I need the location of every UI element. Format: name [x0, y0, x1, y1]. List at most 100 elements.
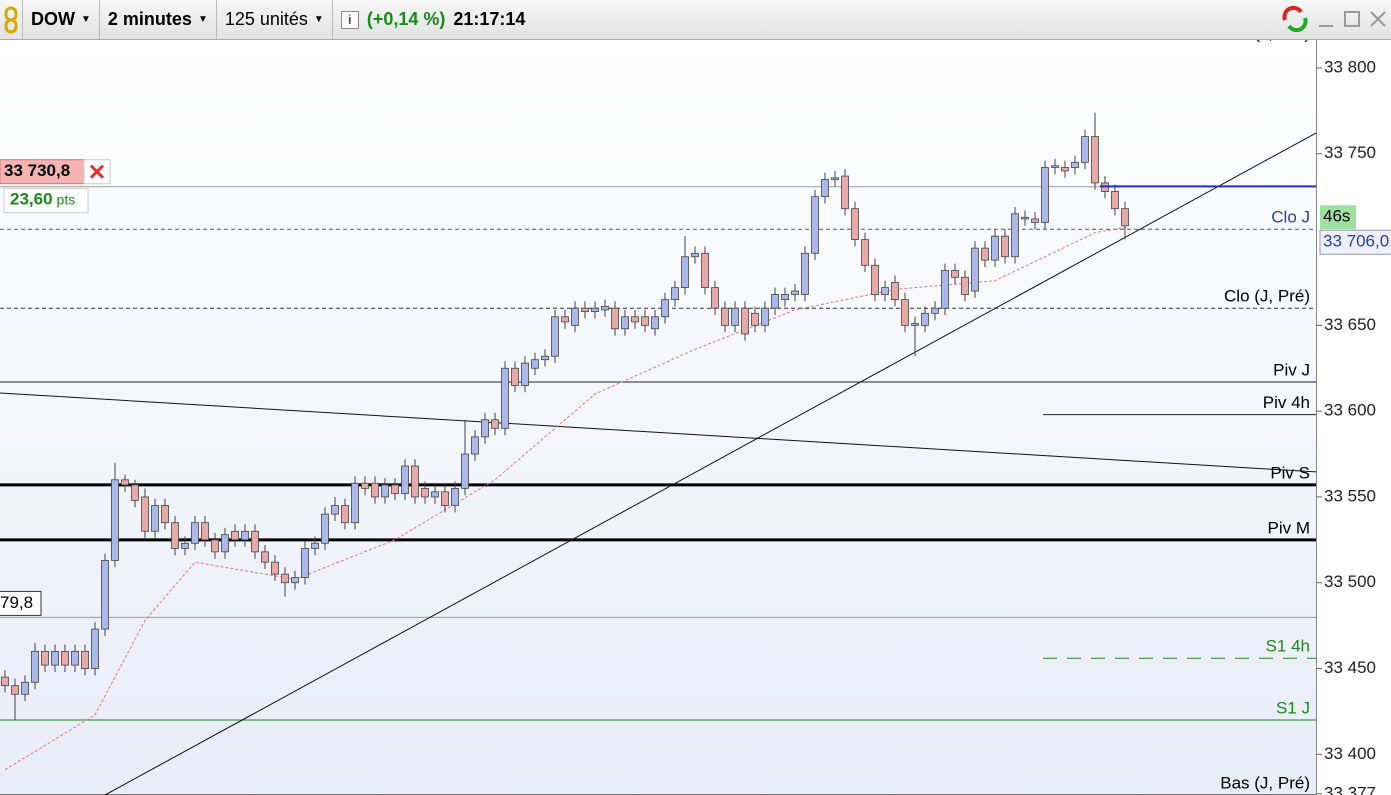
candle-body — [571, 307, 579, 326]
candle-body — [651, 316, 659, 330]
minimize[interactable] — [1317, 10, 1335, 28]
candle-body — [831, 177, 839, 180]
candle-body — [551, 316, 559, 357]
candle-body — [121, 479, 129, 486]
candle-body — [341, 505, 349, 524]
level-label: Clo J — [1271, 208, 1310, 227]
candle-body — [1091, 136, 1099, 184]
candle-body — [191, 522, 199, 544]
candle-body — [461, 453, 469, 489]
candle-body — [231, 530, 239, 541]
interval: 2 minutes — [107, 9, 192, 29]
candle-body — [1021, 216, 1029, 220]
candle-body — [421, 487, 429, 498]
plot — [0, 112, 1316, 795]
candle-body — [731, 307, 739, 326]
symbol: DOW — [31, 9, 75, 29]
candle-body — [261, 551, 269, 563]
level-label: S1 J — [1276, 698, 1310, 717]
pnl-unit: pts — [57, 191, 76, 207]
candle-body — [681, 256, 689, 289]
candle-body — [1041, 167, 1049, 223]
last-price: 33 706,0 — [1323, 232, 1389, 251]
symbol-select[interactable]: DOW ▼ — [23, 0, 100, 39]
candle-body — [271, 561, 279, 575]
y-tick-label: 33 377 — [1324, 783, 1376, 795]
candle-body — [51, 650, 59, 666]
candle-body — [171, 522, 179, 549]
candle-body — [221, 534, 229, 553]
trendline — [104, 132, 1316, 795]
candle-body — [471, 436, 479, 455]
level-label: S1 4h — [1266, 637, 1310, 656]
candle-body — [1, 676, 9, 687]
candle-body — [1111, 191, 1119, 210]
candle-body — [691, 252, 699, 258]
candle-body — [711, 287, 719, 309]
link-icon[interactable] — [0, 0, 23, 39]
order-box — [0, 590, 42, 616]
close[interactable] — [1369, 10, 1387, 28]
info: i (+0,14 %) 21:17:14 — [333, 0, 534, 39]
candle-body — [921, 312, 929, 326]
refresh-icon[interactable] — [1281, 6, 1309, 32]
candle-body — [211, 539, 219, 553]
dropdown-arrow: ▼ — [197, 14, 208, 25]
overlay: 33 800 33 750 33 650 33 600 33 550 33 500 33 4… — [0, 40, 1391, 795]
level-label: Piv J — [1273, 360, 1310, 379]
close-order — [89, 164, 105, 179]
units-select[interactable]: 125 unités ▼ — [217, 0, 333, 39]
candle-body — [131, 484, 139, 501]
candle-body — [1081, 136, 1089, 163]
candle-body — [851, 208, 859, 240]
candle-body — [181, 542, 189, 549]
candle-body — [741, 307, 749, 335]
y-tick-label: 33 800 — [1324, 57, 1376, 76]
candle-body — [21, 681, 29, 695]
level-label: Bas (J, Pré) — [1220, 773, 1310, 792]
candle-body — [431, 491, 439, 498]
change: (+0,14 %) — [366, 9, 446, 29]
info-icon[interactable]: i — [340, 10, 359, 29]
candle-body — [801, 252, 809, 295]
candle-body — [531, 359, 539, 369]
candle-body — [101, 560, 109, 630]
candle-body — [111, 479, 119, 561]
candle-body — [721, 307, 729, 326]
candle-body — [301, 548, 309, 578]
candle-body — [971, 247, 979, 292]
candle-body — [821, 179, 829, 198]
candle-body — [441, 491, 449, 506]
candle-body — [861, 239, 869, 266]
candle-body — [81, 650, 89, 669]
window-controls — [1281, 6, 1387, 32]
candle-body — [761, 307, 769, 326]
candle-body — [1011, 213, 1019, 258]
candle-body — [541, 355, 549, 361]
candle-body — [631, 316, 639, 323]
candle-body — [161, 505, 169, 524]
candle-body — [601, 306, 609, 311]
candle-body — [521, 362, 529, 386]
y-tick-label: 33 500 — [1324, 572, 1376, 591]
candle-body — [1071, 161, 1079, 168]
link-glyph — [4, 6, 18, 33]
candle-body — [71, 650, 79, 666]
candle-body — [321, 513, 329, 544]
countdown: 46s — [1323, 207, 1350, 226]
maximize[interactable] — [1343, 10, 1361, 28]
candle-body — [991, 235, 999, 261]
y-tick-label: 33 550 — [1324, 486, 1376, 505]
candle-body — [981, 247, 989, 261]
candle-body — [291, 577, 299, 584]
candle-body — [401, 465, 409, 494]
candle-body — [701, 252, 709, 289]
interval-select[interactable]: 2 minutes ▼ — [100, 0, 217, 39]
level-label: Piv S — [1270, 463, 1310, 482]
candle-body — [361, 482, 369, 489]
candle-body — [141, 496, 149, 532]
candle-body — [951, 270, 959, 278]
candle-body — [611, 307, 619, 330]
candle-body — [941, 270, 949, 309]
